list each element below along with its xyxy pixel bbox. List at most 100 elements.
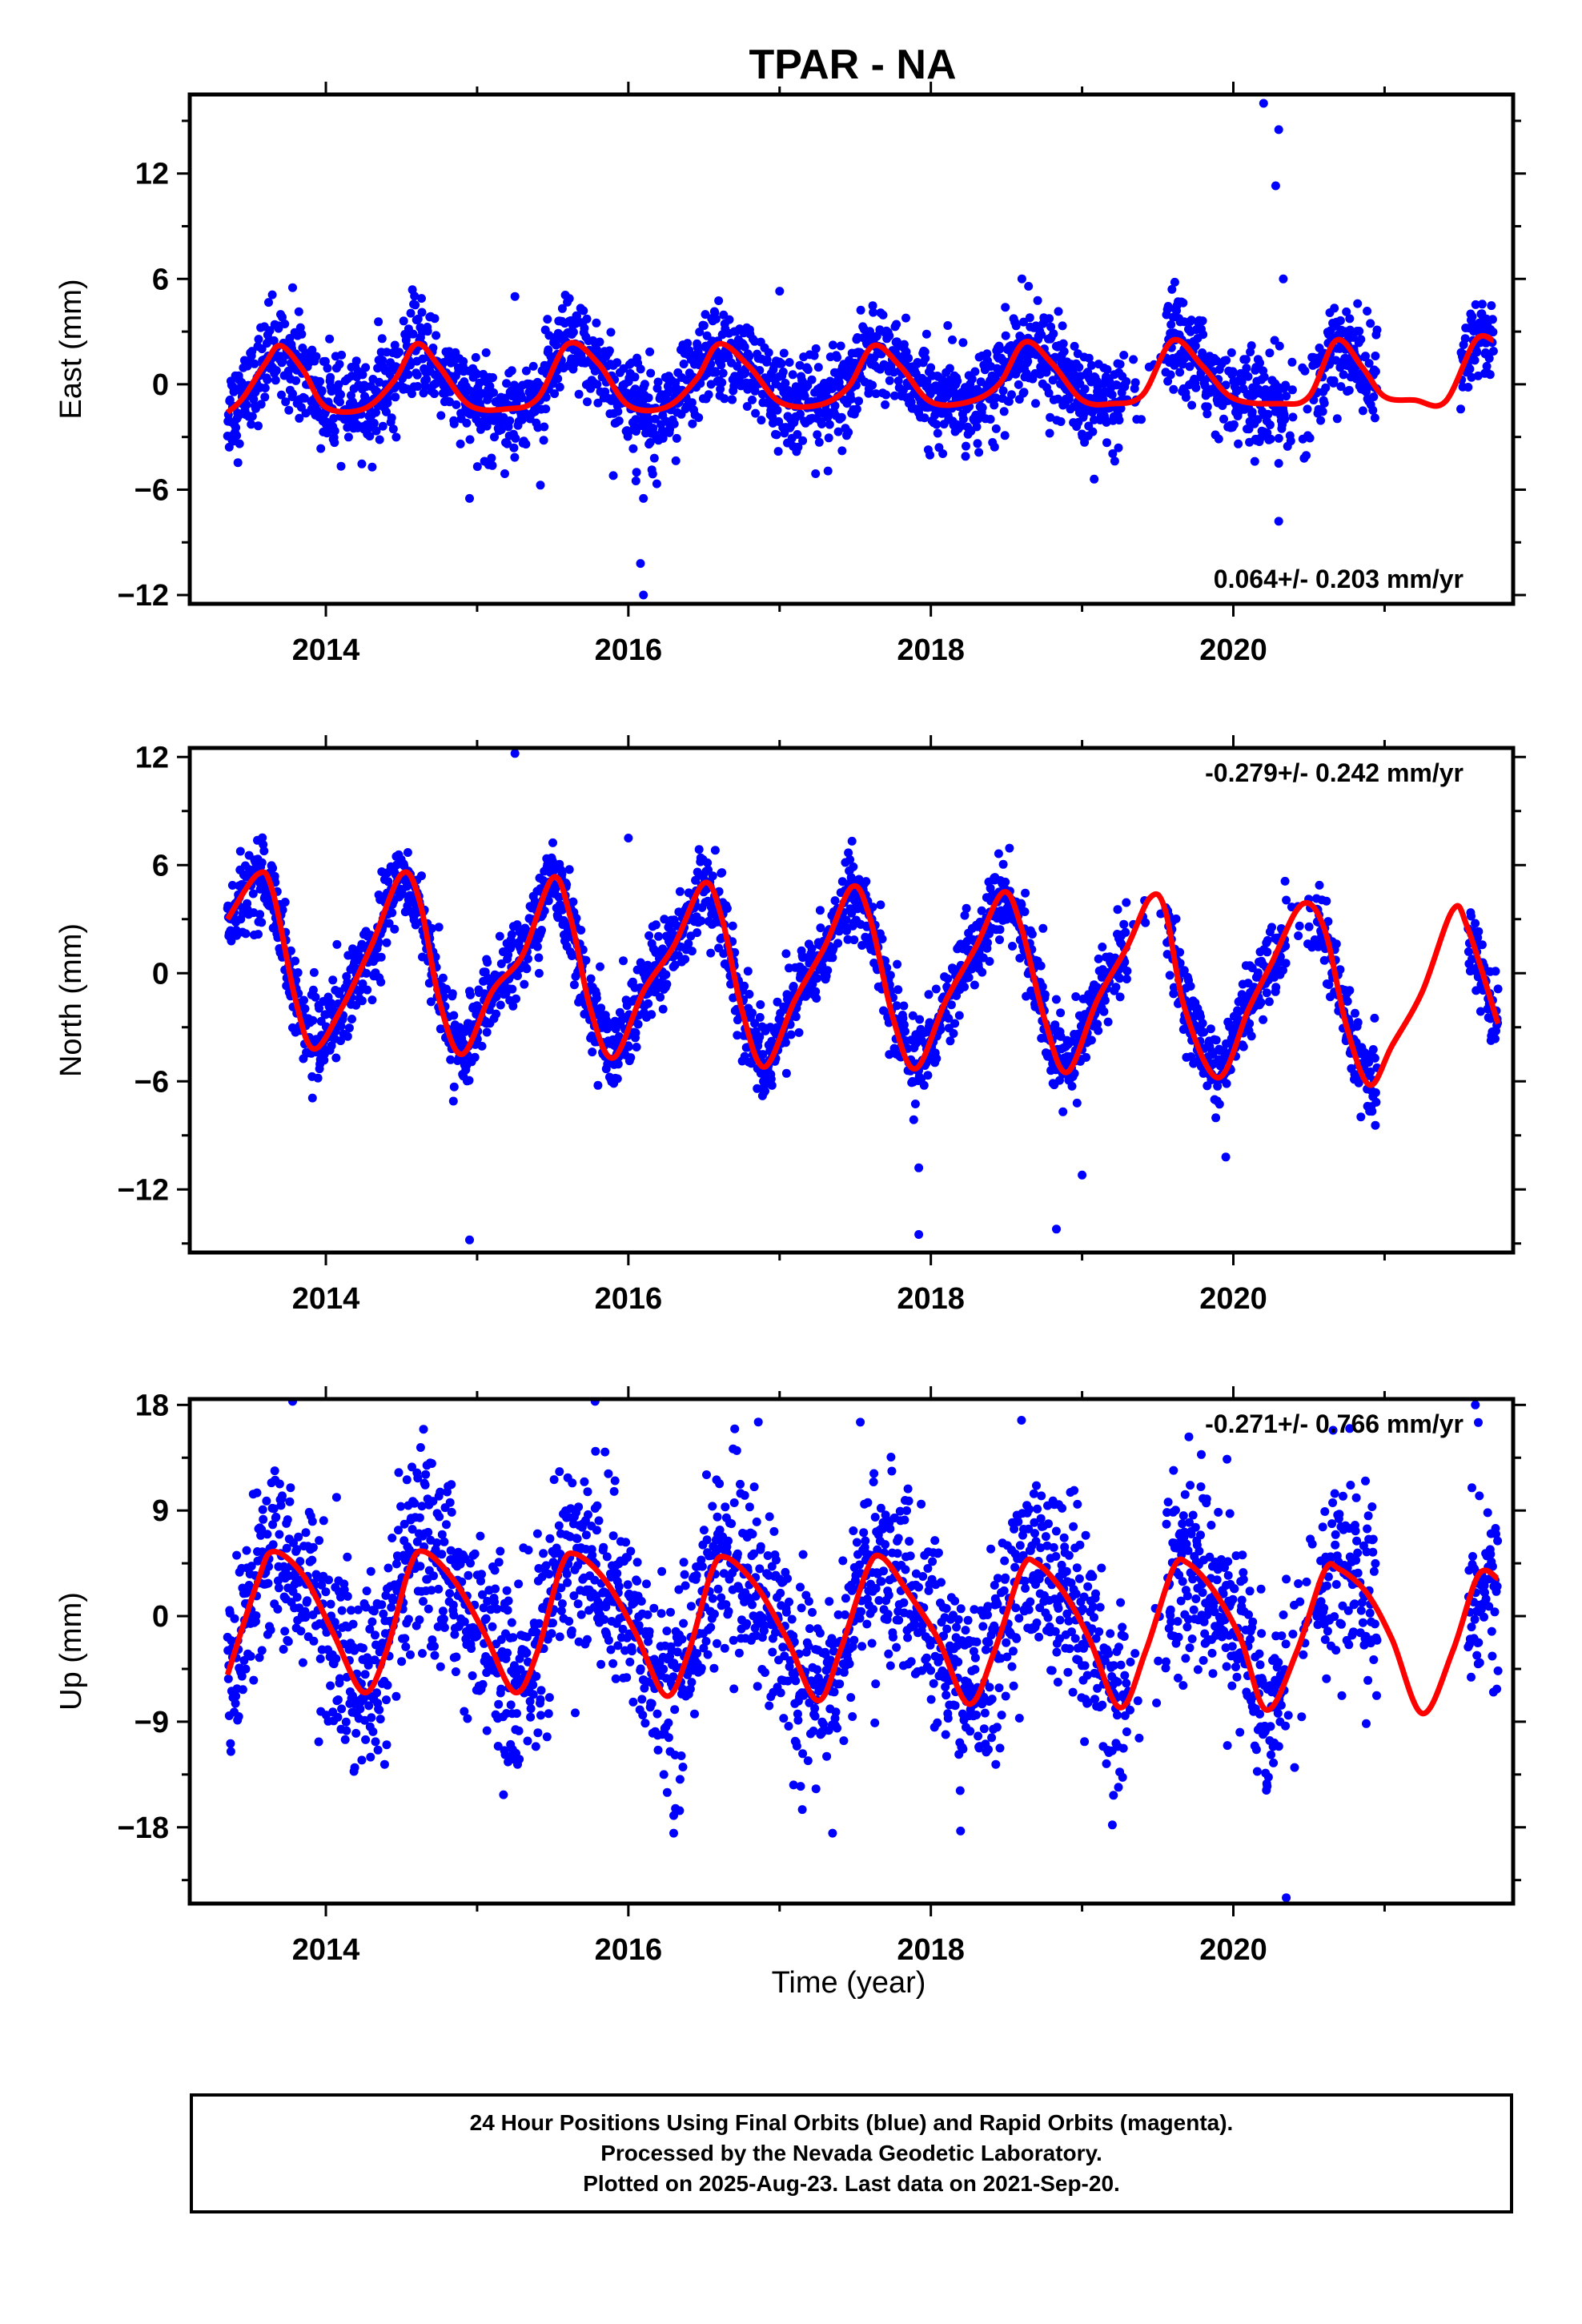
east-point bbox=[263, 375, 272, 384]
east-point bbox=[833, 352, 842, 362]
east-data-points bbox=[223, 99, 1498, 600]
north-outlier-point bbox=[510, 749, 520, 758]
east-point bbox=[1102, 364, 1112, 374]
north-point bbox=[816, 923, 825, 933]
east-point bbox=[986, 415, 995, 424]
east-point bbox=[764, 348, 773, 357]
east-point bbox=[1280, 415, 1290, 424]
east-point bbox=[606, 328, 616, 337]
east-point bbox=[231, 423, 241, 432]
north-point bbox=[789, 982, 798, 991]
east-point bbox=[242, 400, 251, 409]
north-point bbox=[753, 1084, 762, 1093]
east-point bbox=[1137, 415, 1146, 424]
east-point bbox=[990, 400, 999, 410]
east-point bbox=[1335, 316, 1345, 325]
north-rate-label: -0.279+/- 0.242 mm/yr bbox=[1205, 758, 1464, 787]
east-point bbox=[718, 368, 728, 378]
north-point bbox=[315, 1003, 324, 1013]
east-point bbox=[728, 395, 737, 404]
east-point bbox=[510, 452, 520, 462]
north-point bbox=[1100, 995, 1110, 1005]
north-point bbox=[1015, 954, 1025, 963]
east-point bbox=[630, 372, 640, 382]
east-point bbox=[663, 388, 673, 398]
north-point bbox=[644, 931, 654, 940]
east-point bbox=[378, 421, 387, 431]
north-x-tick-label: 2016 bbox=[595, 1282, 663, 1316]
east-point bbox=[645, 347, 655, 356]
east-point bbox=[869, 308, 878, 317]
north-point bbox=[636, 958, 645, 967]
east-point bbox=[796, 409, 805, 419]
east-point bbox=[720, 394, 729, 404]
north-point bbox=[367, 995, 377, 1005]
east-point bbox=[502, 379, 512, 388]
east-point bbox=[658, 433, 668, 443]
north-point bbox=[449, 1011, 459, 1020]
east-point bbox=[650, 414, 660, 424]
north-point bbox=[811, 987, 821, 996]
north-point bbox=[513, 971, 522, 980]
east-outlier-point bbox=[288, 283, 297, 292]
north-point bbox=[1331, 939, 1341, 949]
east-point bbox=[536, 480, 545, 490]
north-point bbox=[773, 997, 782, 1007]
north-point bbox=[899, 1001, 909, 1011]
north-point bbox=[524, 954, 532, 963]
north-point bbox=[717, 868, 727, 878]
east-point bbox=[1355, 327, 1364, 336]
east-point bbox=[1227, 348, 1236, 357]
north-point bbox=[1234, 1015, 1243, 1024]
up-point bbox=[223, 1674, 233, 1683]
north-point bbox=[1001, 877, 1010, 887]
east-point bbox=[807, 375, 817, 384]
north-point bbox=[351, 1000, 361, 1010]
east-point bbox=[337, 350, 347, 360]
east-point bbox=[899, 340, 909, 349]
east-point bbox=[583, 397, 592, 407]
north-point bbox=[842, 926, 851, 935]
north-point bbox=[1111, 983, 1121, 992]
east-point bbox=[1287, 385, 1297, 395]
north-point bbox=[1263, 935, 1272, 945]
east-point bbox=[825, 420, 834, 429]
north-y-tick-label: 0 bbox=[152, 957, 169, 991]
east-point bbox=[1228, 367, 1238, 376]
north-point bbox=[661, 970, 671, 979]
north-point bbox=[1295, 921, 1304, 931]
east-point bbox=[1345, 314, 1355, 324]
east-point bbox=[1287, 357, 1297, 367]
east-point bbox=[1234, 439, 1243, 448]
east-point bbox=[413, 382, 423, 391]
east-point bbox=[644, 393, 653, 403]
north-outlier-point bbox=[1221, 1152, 1231, 1162]
east-point bbox=[254, 421, 263, 431]
east-point bbox=[1164, 304, 1174, 312]
north-point bbox=[1213, 1081, 1223, 1091]
east-point bbox=[411, 300, 420, 310]
north-point bbox=[1322, 896, 1331, 906]
north-point bbox=[1294, 931, 1303, 940]
east-model-line bbox=[225, 332, 1495, 416]
north-point bbox=[834, 927, 844, 936]
east-point bbox=[369, 419, 379, 428]
north-point bbox=[1086, 1035, 1096, 1045]
north-point bbox=[841, 915, 851, 925]
east-point bbox=[382, 407, 391, 416]
north-point bbox=[877, 935, 887, 943]
north-point bbox=[950, 1019, 960, 1028]
east-point bbox=[1203, 409, 1212, 419]
up-point bbox=[234, 1712, 243, 1721]
north-outlier-point bbox=[914, 1230, 924, 1239]
east-point bbox=[828, 340, 837, 350]
north-point bbox=[931, 984, 941, 994]
east-point bbox=[541, 392, 551, 402]
east-point bbox=[701, 310, 710, 320]
up-point bbox=[231, 1699, 240, 1708]
east-point bbox=[471, 352, 480, 362]
east-point bbox=[1263, 409, 1273, 419]
north-point bbox=[915, 1015, 925, 1024]
north-point bbox=[758, 1050, 768, 1059]
east-point bbox=[278, 356, 287, 366]
